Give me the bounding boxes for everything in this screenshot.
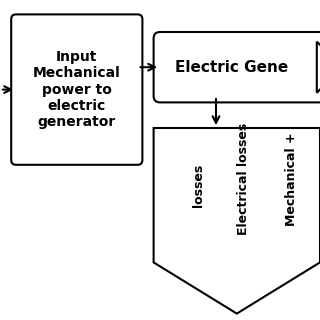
Text: Electrical losses: Electrical losses <box>237 123 250 235</box>
Polygon shape <box>317 42 320 93</box>
Text: Mechanical +: Mechanical + <box>285 132 298 226</box>
Text: Electric Gene: Electric Gene <box>175 60 289 75</box>
Text: Input
Mechanical
power to
electric
generator: Input Mechanical power to electric gener… <box>33 50 121 129</box>
FancyBboxPatch shape <box>11 14 142 165</box>
Polygon shape <box>154 128 320 314</box>
FancyBboxPatch shape <box>154 32 320 102</box>
Text: losses: losses <box>192 164 205 207</box>
